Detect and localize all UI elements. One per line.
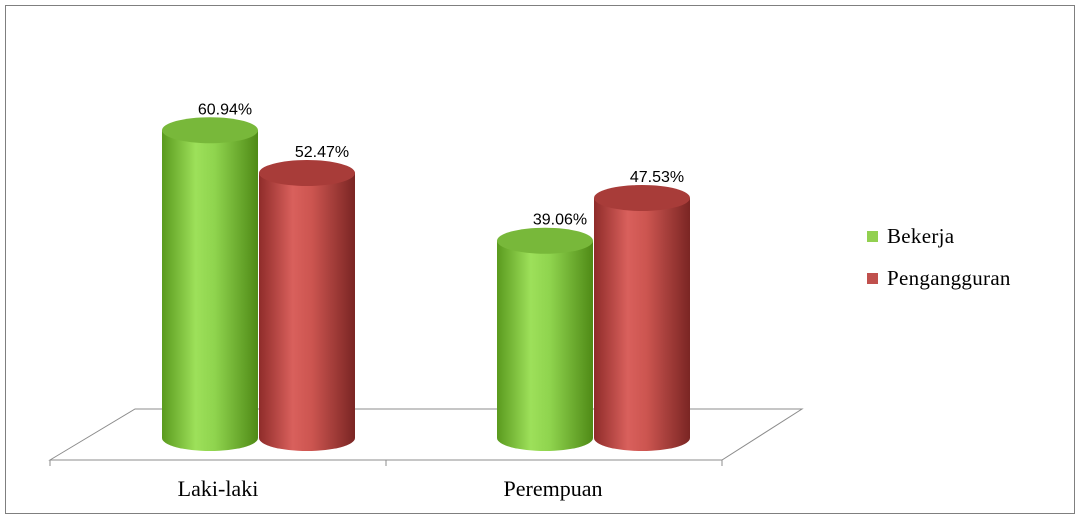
bar-group	[162, 117, 690, 452]
data-label-group: 60.94% 52.47% 39.06% 47.53%	[198, 101, 684, 228]
bar-pengangguran-perempuan	[594, 184, 690, 451]
category-label-group: Laki-laki Perempuan	[178, 476, 603, 501]
cylinder-body	[497, 240, 593, 451]
category-label: Perempuan	[504, 476, 603, 501]
category-label: Laki-laki	[178, 476, 259, 501]
cylinder-body	[259, 173, 355, 452]
bar-pengangguran-laki-laki	[259, 160, 355, 452]
legend-label-pengangguran: Pengangguran	[887, 266, 1011, 290]
cylinder-top	[162, 117, 258, 144]
cylinder-body	[594, 197, 690, 451]
cylinder-top	[259, 160, 355, 187]
cylinder-body	[162, 130, 258, 452]
bar-bekerja-perempuan	[497, 227, 593, 451]
cylinder-top	[497, 227, 593, 254]
data-label: 47.53%	[630, 169, 684, 186]
data-label: 60.94%	[198, 101, 252, 118]
data-label: 39.06%	[533, 212, 587, 229]
legend-label-bekerja: Bekerja	[887, 224, 955, 248]
data-label: 52.47%	[295, 144, 349, 161]
legend-swatch-bekerja	[867, 231, 878, 242]
legend: Bekerja Pengangguran	[867, 224, 1011, 290]
bar-bekerja-laki-laki	[162, 117, 258, 452]
cylinder-top	[594, 184, 690, 211]
legend-swatch-pengangguran	[867, 273, 878, 284]
